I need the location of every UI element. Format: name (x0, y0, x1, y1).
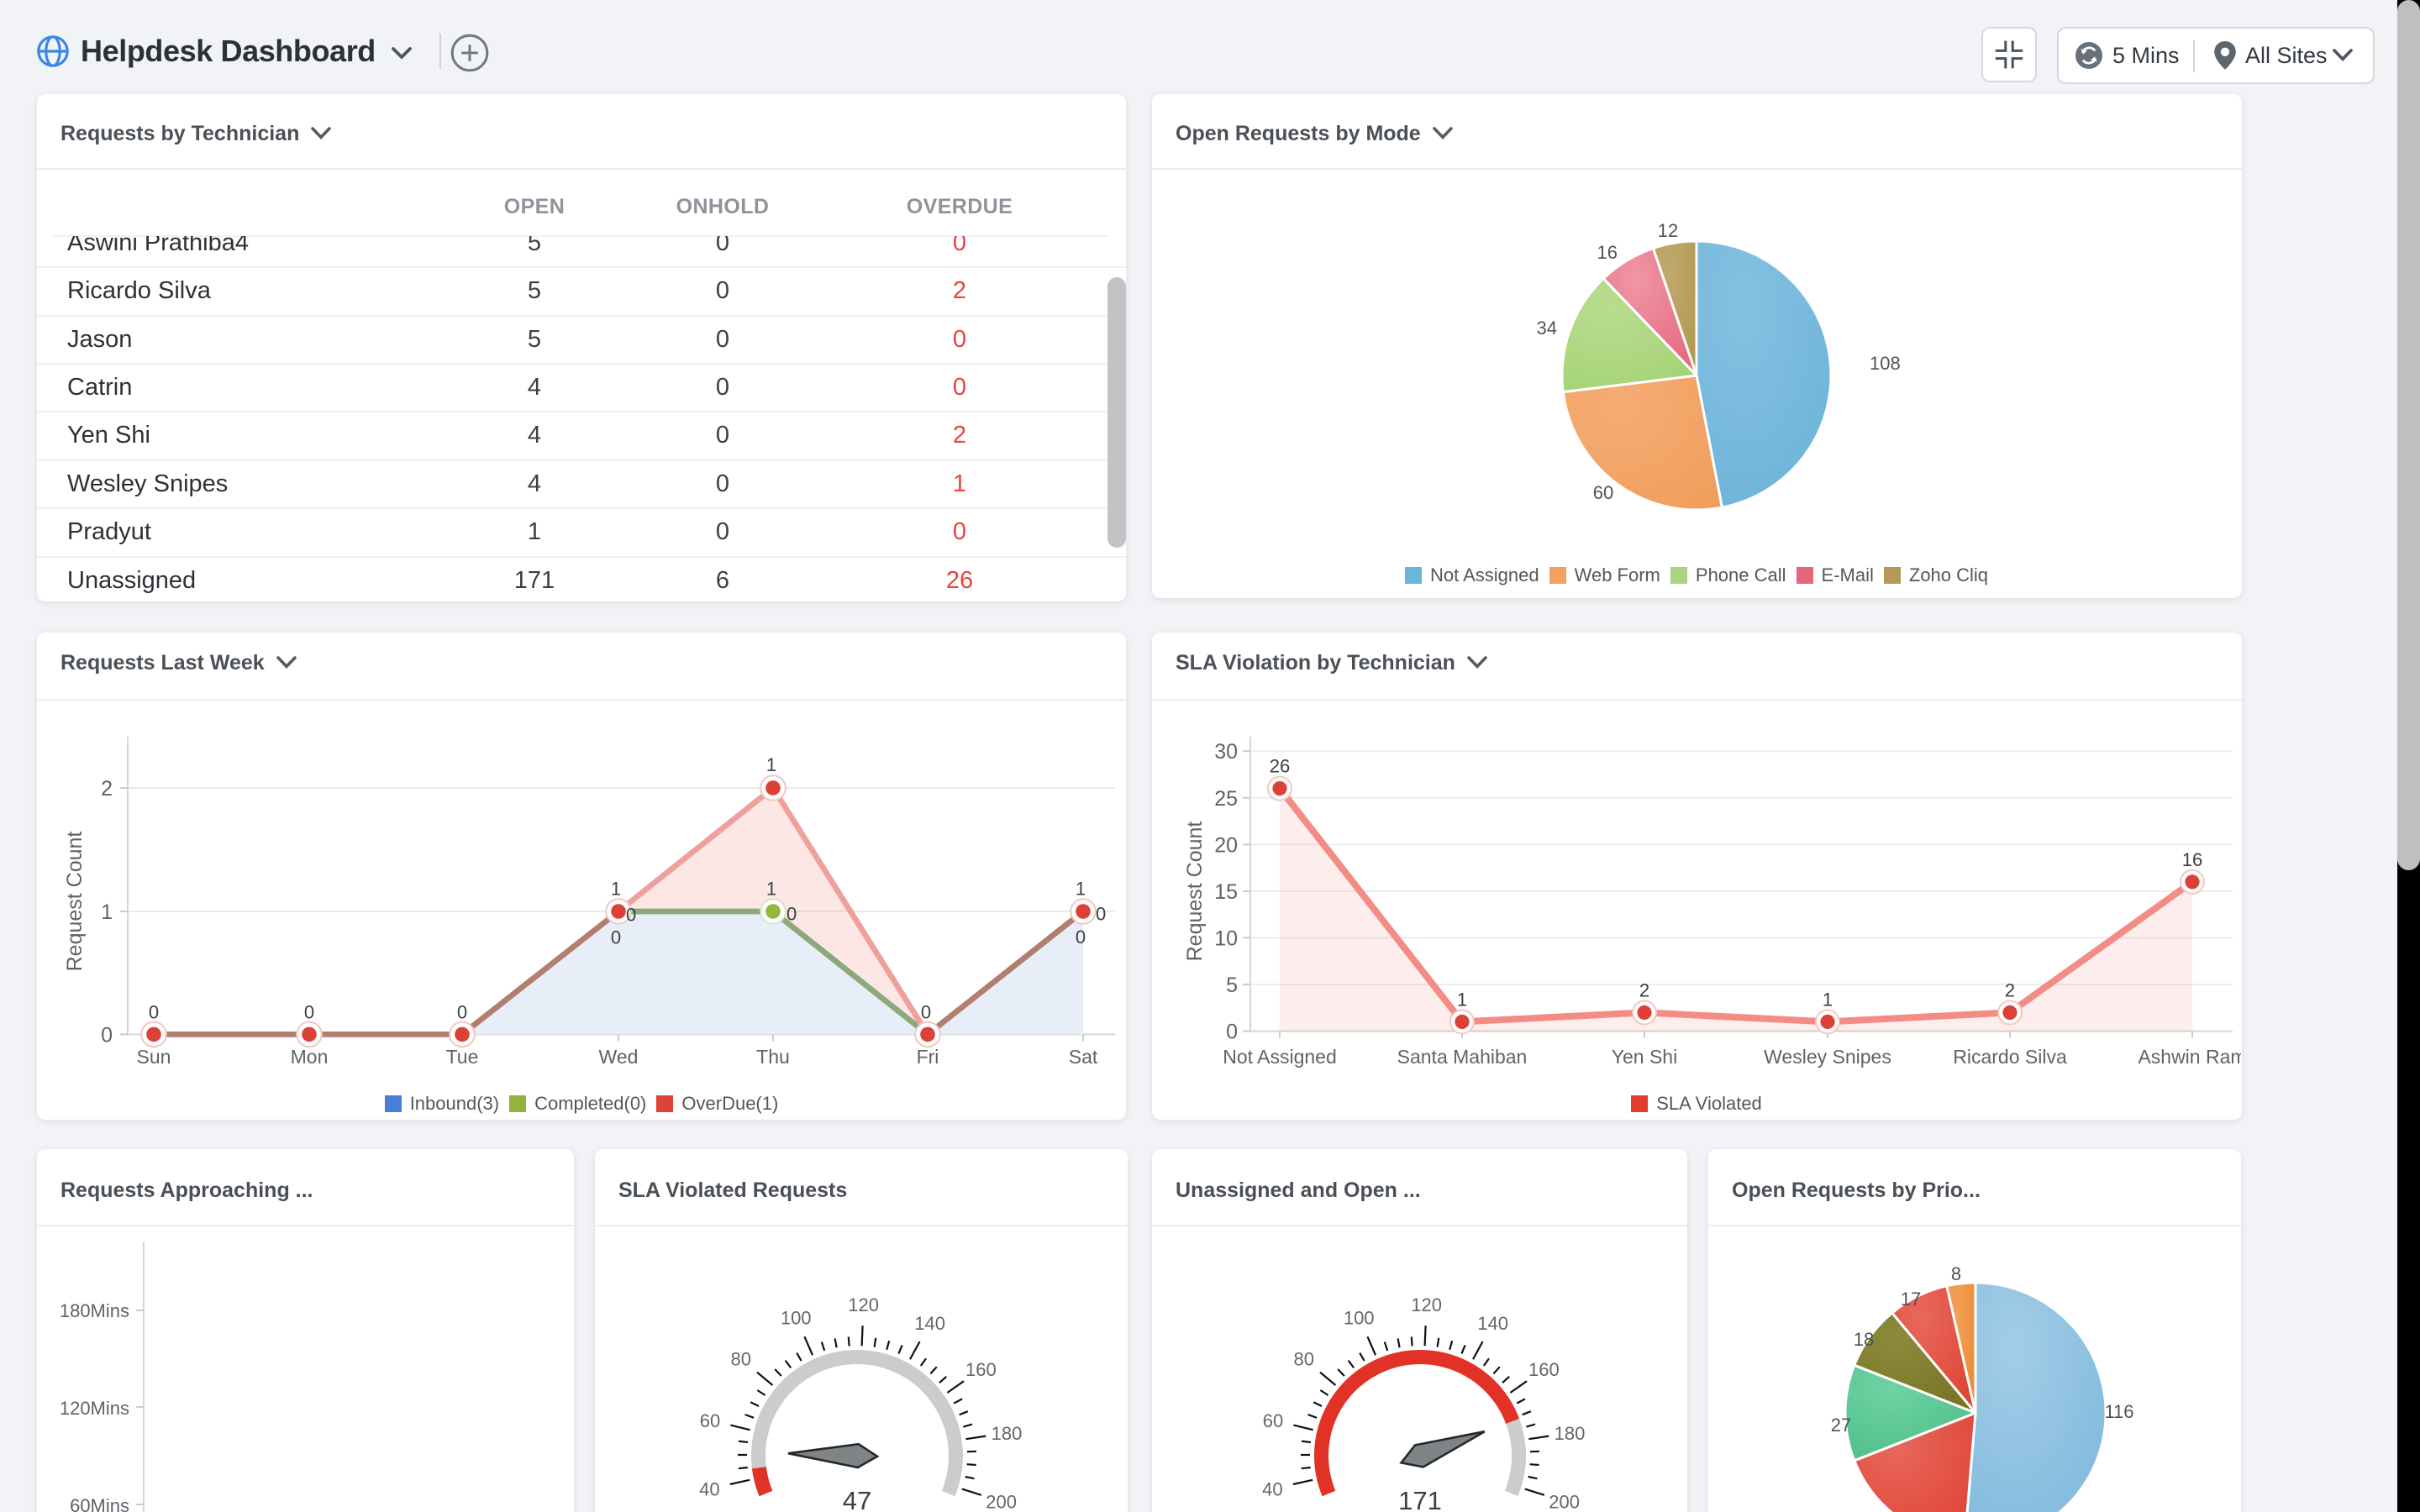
svg-text:0: 0 (1096, 904, 1106, 925)
svg-text:16: 16 (2182, 849, 2202, 870)
svg-text:Yen Shi: Yen Shi (1612, 1046, 1677, 1068)
svg-text:2: 2 (1639, 979, 1649, 1000)
svg-text:171: 171 (1398, 1486, 1442, 1512)
svg-text:18: 18 (1854, 1329, 1874, 1350)
svg-text:1: 1 (1457, 989, 1467, 1010)
svg-text:Fri: Fri (917, 1046, 939, 1068)
svg-text:Thu: Thu (756, 1046, 790, 1068)
svg-text:2: 2 (101, 777, 113, 801)
svg-text:34: 34 (1537, 318, 1557, 339)
svg-text:Santa Mahiban: Santa Mahiban (1397, 1046, 1528, 1068)
svg-text:Wesley Snipes: Wesley Snipes (1764, 1046, 1891, 1068)
svg-text:0: 0 (101, 1023, 113, 1047)
svg-text:2: 2 (2005, 979, 2015, 1000)
svg-text:0: 0 (457, 1001, 467, 1022)
svg-text:60: 60 (700, 1410, 720, 1431)
svg-text:120: 120 (1411, 1294, 1442, 1315)
svg-text:120Mins: 120Mins (60, 1398, 129, 1419)
svg-text:60: 60 (1263, 1410, 1283, 1431)
svg-text:180: 180 (992, 1423, 1023, 1444)
svg-text:Sat: Sat (1069, 1046, 1098, 1068)
svg-text:8: 8 (1951, 1263, 1961, 1284)
svg-text:16: 16 (1597, 242, 1618, 263)
svg-text:Tue: Tue (446, 1046, 479, 1068)
svg-text:15: 15 (1214, 880, 1238, 904)
svg-text:116: 116 (2104, 1401, 2133, 1422)
svg-text:Ashwin Ram: Ashwin Ram (2138, 1046, 2241, 1068)
svg-text:0: 0 (626, 905, 636, 926)
svg-text:5: 5 (1226, 974, 1238, 997)
svg-text:0: 0 (1226, 1021, 1238, 1044)
svg-text:26: 26 (1270, 756, 1290, 777)
svg-text:200: 200 (986, 1491, 1017, 1512)
svg-text:0: 0 (304, 1001, 314, 1022)
svg-text:Ricardo Silva: Ricardo Silva (1953, 1046, 2067, 1068)
svg-text:17: 17 (1901, 1289, 1921, 1310)
svg-text:10: 10 (1214, 927, 1238, 950)
svg-text:1: 1 (101, 900, 113, 924)
svg-text:Request Count: Request Count (1183, 822, 1207, 962)
svg-text:60Mins: 60Mins (70, 1495, 129, 1512)
svg-text:0: 0 (149, 1001, 159, 1022)
svg-text:1: 1 (1823, 989, 1833, 1010)
svg-text:25: 25 (1214, 787, 1238, 811)
svg-text:200: 200 (1549, 1491, 1580, 1512)
svg-text:140: 140 (914, 1313, 945, 1334)
svg-text:80: 80 (731, 1349, 751, 1370)
svg-text:100: 100 (781, 1307, 812, 1328)
svg-text:30: 30 (1214, 740, 1238, 764)
svg-text:60: 60 (1593, 482, 1613, 503)
svg-text:0: 0 (786, 904, 797, 925)
svg-text:1: 1 (1076, 879, 1086, 900)
svg-text:Request Count: Request Count (63, 832, 87, 972)
svg-text:0: 0 (921, 1001, 931, 1022)
svg-text:27: 27 (1831, 1415, 1851, 1436)
svg-text:1: 1 (766, 879, 776, 900)
svg-text:80: 80 (1294, 1349, 1314, 1370)
svg-text:160: 160 (965, 1359, 997, 1380)
svg-text:160: 160 (1528, 1359, 1560, 1380)
svg-text:108: 108 (1870, 353, 1901, 374)
svg-text:Not Assigned: Not Assigned (1223, 1046, 1337, 1068)
svg-text:0: 0 (1076, 927, 1086, 948)
svg-text:Wed: Wed (599, 1046, 639, 1068)
svg-text:120: 120 (848, 1294, 879, 1315)
svg-text:Sun: Sun (137, 1046, 171, 1068)
svg-text:180Mins: 180Mins (60, 1300, 129, 1321)
svg-text:40: 40 (699, 1479, 719, 1500)
svg-text:40: 40 (1262, 1479, 1282, 1500)
svg-text:Mon: Mon (291, 1046, 329, 1068)
svg-text:20: 20 (1214, 833, 1238, 857)
svg-text:1: 1 (611, 879, 621, 900)
svg-text:180: 180 (1555, 1423, 1586, 1444)
svg-text:1: 1 (766, 754, 776, 775)
svg-text:12: 12 (1658, 220, 1678, 241)
svg-text:140: 140 (1477, 1313, 1508, 1334)
svg-text:0: 0 (611, 927, 621, 948)
svg-text:47: 47 (843, 1486, 871, 1512)
svg-text:100: 100 (1344, 1307, 1375, 1328)
